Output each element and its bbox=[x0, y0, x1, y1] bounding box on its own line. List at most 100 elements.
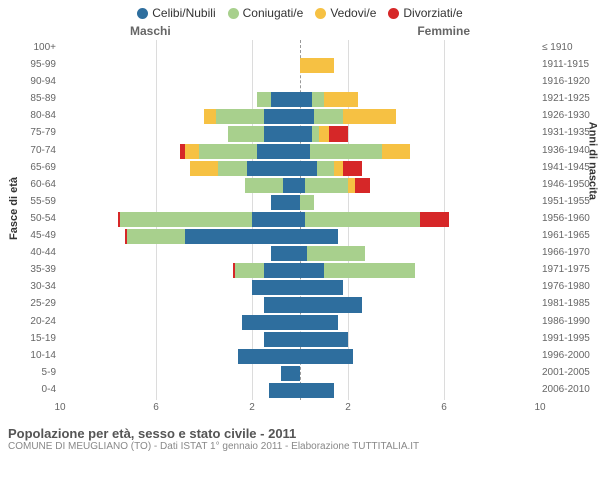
caption-subtitle: COMUNE DI MEUGLIANO (TO) - Dati ISTAT 1°… bbox=[8, 441, 592, 452]
legend: Celibi/NubiliConiugati/eVedovi/eDivorzia… bbox=[0, 0, 600, 24]
birth-year-label: 1961-1965 bbox=[542, 230, 598, 241]
bar-segment bbox=[185, 144, 199, 159]
age-label: 25-29 bbox=[14, 298, 56, 309]
legend-swatch bbox=[388, 8, 399, 19]
bar-segment bbox=[264, 332, 300, 347]
age-band-row: 80-841926-1930 bbox=[60, 108, 540, 125]
birth-year-label: 1946-1950 bbox=[542, 179, 598, 190]
birth-year-label: 1911-1915 bbox=[542, 59, 598, 70]
age-band-row: 95-991911-1915 bbox=[60, 57, 540, 74]
bar-segment bbox=[314, 109, 343, 124]
x-tick-label: 6 bbox=[441, 402, 447, 413]
bar-segment bbox=[216, 109, 264, 124]
age-label: 60-64 bbox=[14, 179, 56, 190]
caption: Popolazione per età, sesso e stato civil… bbox=[0, 422, 600, 452]
birth-year-label: 1996-2000 bbox=[542, 350, 598, 361]
birth-year-label: 1981-1985 bbox=[542, 298, 598, 309]
bar-segment bbox=[120, 212, 252, 227]
bar-segment bbox=[204, 109, 216, 124]
bar-segment bbox=[271, 195, 300, 210]
legend-label: Vedovi/e bbox=[330, 6, 376, 20]
male-bars bbox=[281, 366, 300, 381]
legend-swatch bbox=[228, 8, 239, 19]
male-bars bbox=[271, 246, 300, 261]
age-label: 65-69 bbox=[14, 162, 56, 173]
x-tick-label: 6 bbox=[153, 402, 159, 413]
age-label: 0-4 bbox=[14, 384, 56, 395]
legend-swatch bbox=[137, 8, 148, 19]
bar-segment bbox=[355, 178, 369, 193]
female-bars bbox=[300, 280, 343, 295]
bar-segment bbox=[329, 126, 348, 141]
age-band-row: 10-141996-2000 bbox=[60, 348, 540, 365]
bar-segment bbox=[324, 263, 415, 278]
birth-year-label: 1916-1920 bbox=[542, 76, 598, 87]
bar-segment bbox=[312, 126, 319, 141]
birth-year-label: 2001-2005 bbox=[542, 367, 598, 378]
male-bars bbox=[242, 315, 300, 330]
bar-segment bbox=[300, 144, 310, 159]
bar-segment bbox=[118, 212, 120, 227]
male-bars bbox=[257, 92, 300, 107]
bar-segment bbox=[300, 315, 338, 330]
legend-label: Celibi/Nubili bbox=[152, 6, 215, 20]
caption-title: Popolazione per età, sesso e stato civil… bbox=[8, 426, 592, 441]
bar-segment bbox=[245, 178, 283, 193]
age-label: 30-34 bbox=[14, 281, 56, 292]
bar-segment bbox=[199, 144, 257, 159]
legend-item: Vedovi/e bbox=[315, 6, 376, 20]
birth-year-label: ≤ 1910 bbox=[542, 42, 598, 53]
age-label: 20-24 bbox=[14, 316, 56, 327]
bar-segment bbox=[180, 144, 185, 159]
male-bars bbox=[269, 383, 300, 398]
bar-segment bbox=[343, 161, 362, 176]
female-bars bbox=[300, 212, 449, 227]
age-label: 45-49 bbox=[14, 230, 56, 241]
bar-segment bbox=[305, 212, 420, 227]
male-bars bbox=[264, 297, 300, 312]
age-label: 70-74 bbox=[14, 145, 56, 156]
bar-segment bbox=[264, 263, 300, 278]
bar-segment bbox=[125, 229, 127, 244]
female-bars bbox=[300, 195, 314, 210]
bar-segment bbox=[300, 161, 317, 176]
female-bars bbox=[300, 178, 370, 193]
bar-segment bbox=[319, 126, 329, 141]
age-label: 50-54 bbox=[14, 213, 56, 224]
male-bars bbox=[233, 263, 300, 278]
bar-segment bbox=[300, 383, 334, 398]
age-band-row: 20-241986-1990 bbox=[60, 314, 540, 331]
age-band-row: 90-941916-1920 bbox=[60, 74, 540, 91]
bar-segment bbox=[310, 144, 382, 159]
x-ticks: 10622610 bbox=[60, 402, 540, 420]
bar-segment bbox=[305, 178, 348, 193]
female-label: Femmine bbox=[417, 24, 470, 38]
age-label: 90-94 bbox=[14, 76, 56, 87]
bar-segment bbox=[218, 161, 247, 176]
bar-segment bbox=[382, 144, 411, 159]
female-bars bbox=[300, 229, 338, 244]
birth-year-label: 1971-1975 bbox=[542, 264, 598, 275]
female-bars bbox=[300, 126, 348, 141]
age-band-row: 0-42006-2010 bbox=[60, 382, 540, 399]
female-bars bbox=[300, 246, 365, 261]
age-label: 100+ bbox=[14, 42, 56, 53]
age-band-row: 75-791931-1935 bbox=[60, 125, 540, 142]
birth-year-label: 1986-1990 bbox=[542, 316, 598, 327]
bar-segment bbox=[307, 246, 365, 261]
male-bars bbox=[252, 280, 300, 295]
birth-year-label: 1936-1940 bbox=[542, 145, 598, 156]
age-label: 35-39 bbox=[14, 264, 56, 275]
bar-segment bbox=[257, 92, 271, 107]
female-bars bbox=[300, 161, 362, 176]
legend-item: Coniugati/e bbox=[228, 6, 304, 20]
age-band-row: 30-341976-1980 bbox=[60, 279, 540, 296]
age-band-row: 35-391971-1975 bbox=[60, 262, 540, 279]
female-bars bbox=[300, 58, 334, 73]
bar-segment bbox=[300, 280, 343, 295]
bar-segment bbox=[300, 297, 362, 312]
age-label: 55-59 bbox=[14, 196, 56, 207]
age-label: 10-14 bbox=[14, 350, 56, 361]
birth-year-label: 2006-2010 bbox=[542, 384, 598, 395]
x-tick-label: 10 bbox=[54, 402, 65, 413]
